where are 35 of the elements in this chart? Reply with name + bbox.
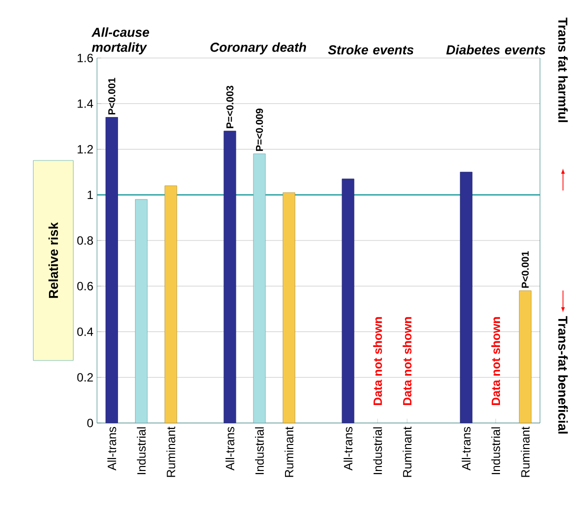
- x-tick-label: All-trans: [344, 426, 352, 471]
- x-tick-label: Industrial: [255, 427, 264, 474]
- y-tick-label: 1.2: [78, 145, 93, 154]
- x-tick-label: Industrial: [491, 427, 500, 474]
- text: Coronary death: [210, 42, 306, 54]
- x-tick-label: All-trans: [107, 426, 116, 471]
- x-tick-label: All-trans: [226, 426, 234, 471]
- y-tick-label: 0.8: [77, 236, 93, 245]
- x-tick-label: Ruminant: [166, 426, 176, 477]
- y-tick-label: 0.4: [77, 327, 94, 336]
- y-tick-label: 1: [88, 190, 93, 199]
- text: All-cause mortality: [91, 27, 150, 54]
- annotation: Data not shown: [491, 317, 500, 405]
- data-label: P=<0.003: [226, 86, 234, 128]
- data-label: P=<0.009: [256, 108, 263, 151]
- annotation: Data not shown: [373, 317, 382, 405]
- text: Stroke events: [328, 44, 414, 54]
- y-tick-label: 1.6: [78, 54, 93, 62]
- x-tick-label: Ruminant: [402, 426, 412, 477]
- x-tick-label: All-trans: [462, 426, 471, 471]
- x-tick-label: Ruminant: [520, 426, 530, 477]
- x-tick-label: Ruminant: [284, 426, 294, 477]
- y-axis-title: Relative risk: [48, 222, 58, 298]
- y-tick-label: 0.2: [77, 373, 93, 382]
- text: Trans-fat beneficial: [558, 316, 568, 434]
- text: Diabetes events: [446, 44, 546, 54]
- y-tick-label: 1.4: [78, 99, 94, 108]
- data-label: P<0.001: [522, 251, 529, 288]
- x-tick-label: Industrial: [373, 427, 382, 474]
- text: Trans fat harmful: [558, 18, 568, 122]
- x-tick-label: Industrial: [136, 427, 146, 474]
- y-tick-label: 0.6: [77, 282, 93, 290]
- y-tick-label: 0: [87, 418, 94, 428]
- data-label: P<0.001: [108, 78, 116, 114]
- annotation: Data not shown: [402, 317, 412, 405]
